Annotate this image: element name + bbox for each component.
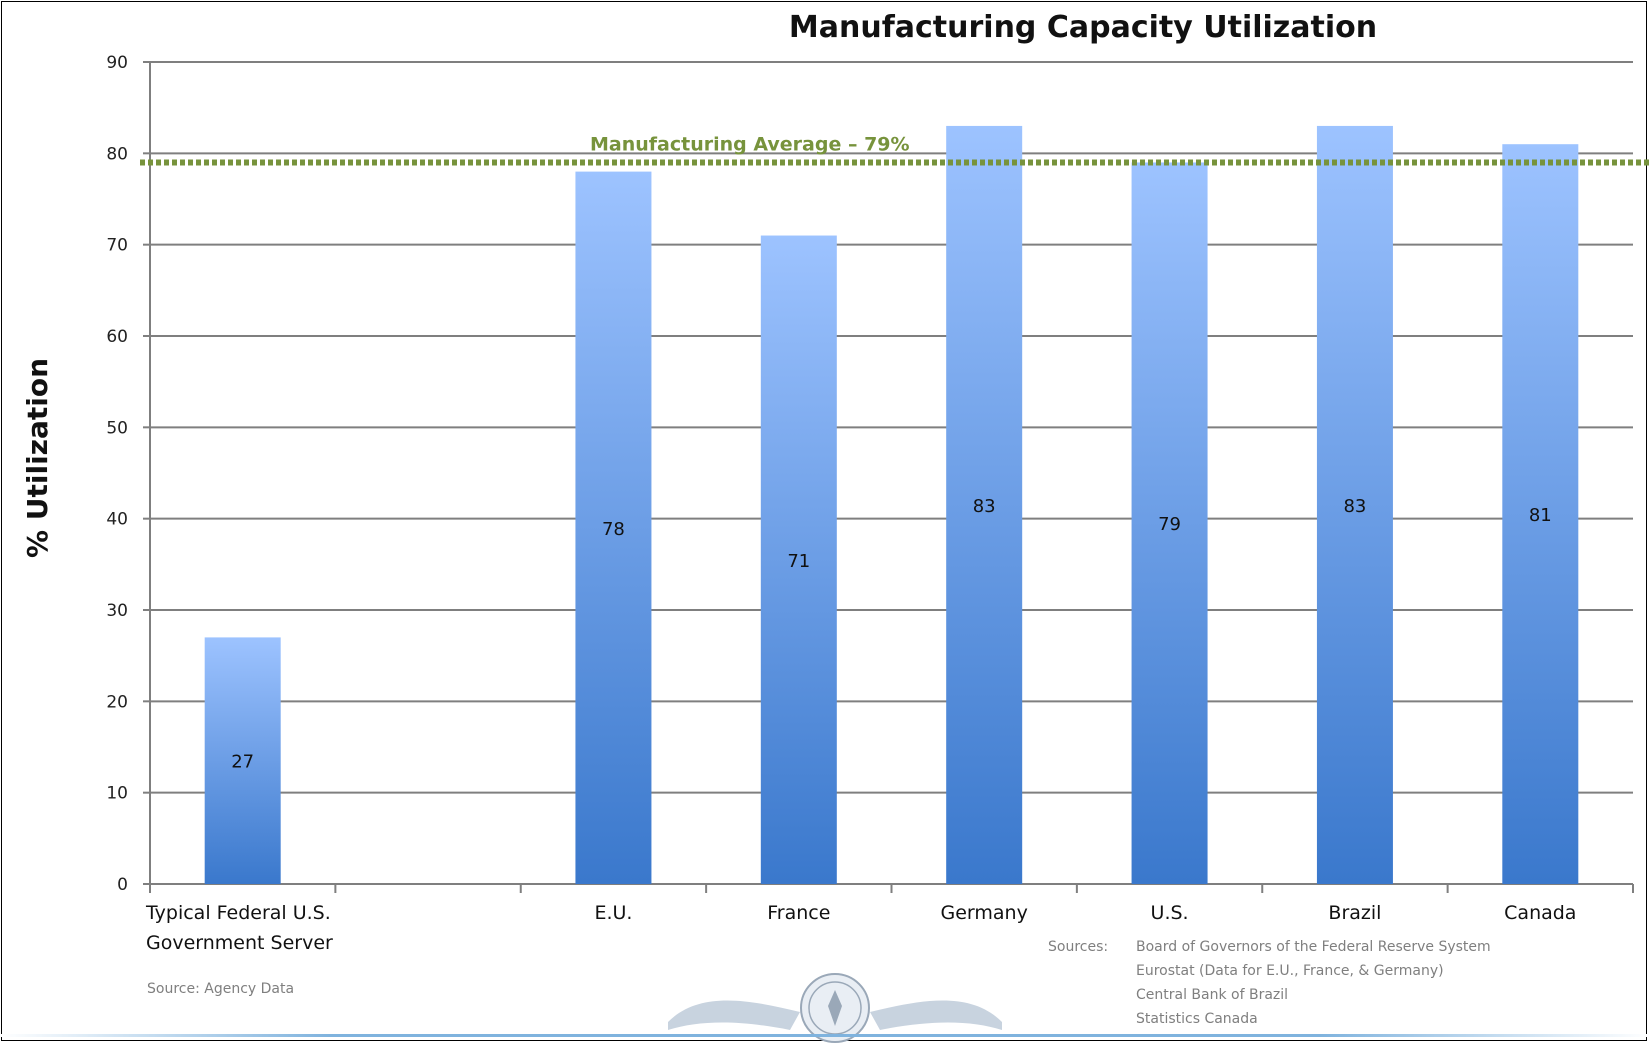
x-category-label: E.U. <box>594 902 632 924</box>
y-tick-label: 40 <box>106 510 128 530</box>
eagle-seal-icon <box>668 973 1002 1043</box>
y-tick-label: 80 <box>106 144 128 164</box>
bar <box>1502 144 1579 884</box>
source-item-1: Board of Governors of the Federal Reserv… <box>1136 939 1491 955</box>
y-tick-label: 50 <box>106 418 128 438</box>
bar <box>575 171 652 885</box>
bar-value-label: 27 <box>231 752 254 773</box>
bar <box>204 637 281 884</box>
bar-value-label: 83 <box>1343 496 1366 517</box>
y-tick-label: 90 <box>106 53 128 73</box>
x-category-label: Government Server <box>146 932 333 954</box>
sources-label: Sources: <box>1048 939 1108 955</box>
x-category-label: Brazil <box>1328 902 1381 924</box>
bar-value-label: 78 <box>602 519 625 540</box>
bar <box>1316 125 1393 884</box>
y-axis-label: % Utilization <box>21 358 54 558</box>
gridlines <box>150 61 1633 794</box>
reference-line-group: Manufacturing Average – 79% <box>140 133 1650 166</box>
bar <box>760 235 837 885</box>
y-tick-label: 70 <box>106 236 128 256</box>
footer-rule <box>0 1034 1650 1037</box>
bar <box>946 125 1023 884</box>
x-category-label: Typical Federal U.S. <box>145 902 331 924</box>
x-category-label: Germany <box>941 902 1028 924</box>
x-category-label: France <box>767 902 830 924</box>
y-tick-label: 20 <box>106 692 128 712</box>
bar-value-label: 83 <box>973 496 996 517</box>
x-category-label: U.S. <box>1151 902 1189 924</box>
average-reference-label: Manufacturing Average – 79% <box>590 133 910 155</box>
y-tick-label: 30 <box>106 601 128 621</box>
bar-value-label: 79 <box>1158 514 1181 535</box>
chart-title: Manufacturing Capacity Utilization <box>789 10 1377 45</box>
y-tick-label: 60 <box>106 327 128 347</box>
axes: 0 10 20 30 40 50 60 70 80 90 <box>106 53 1634 895</box>
source-item-2: Eurostat (Data for E.U., France, & Germa… <box>1136 963 1444 979</box>
labels: 27 Typical Federal U.S. Government Server 7… <box>145 496 1576 954</box>
bar-value-label: 71 <box>787 551 810 572</box>
source-item-3: Central Bank of Brazil <box>1136 987 1288 1003</box>
y-tick-label: 10 <box>106 784 128 804</box>
bar <box>1131 162 1208 884</box>
server-source-note: Source: Agency Data <box>147 981 294 997</box>
bars <box>204 125 1579 885</box>
source-item-4: Statistics Canada <box>1136 1011 1258 1027</box>
x-category-label: Canada <box>1504 902 1576 924</box>
y-tick-label: 0 <box>117 875 128 895</box>
bar-value-label: 81 <box>1529 505 1552 526</box>
